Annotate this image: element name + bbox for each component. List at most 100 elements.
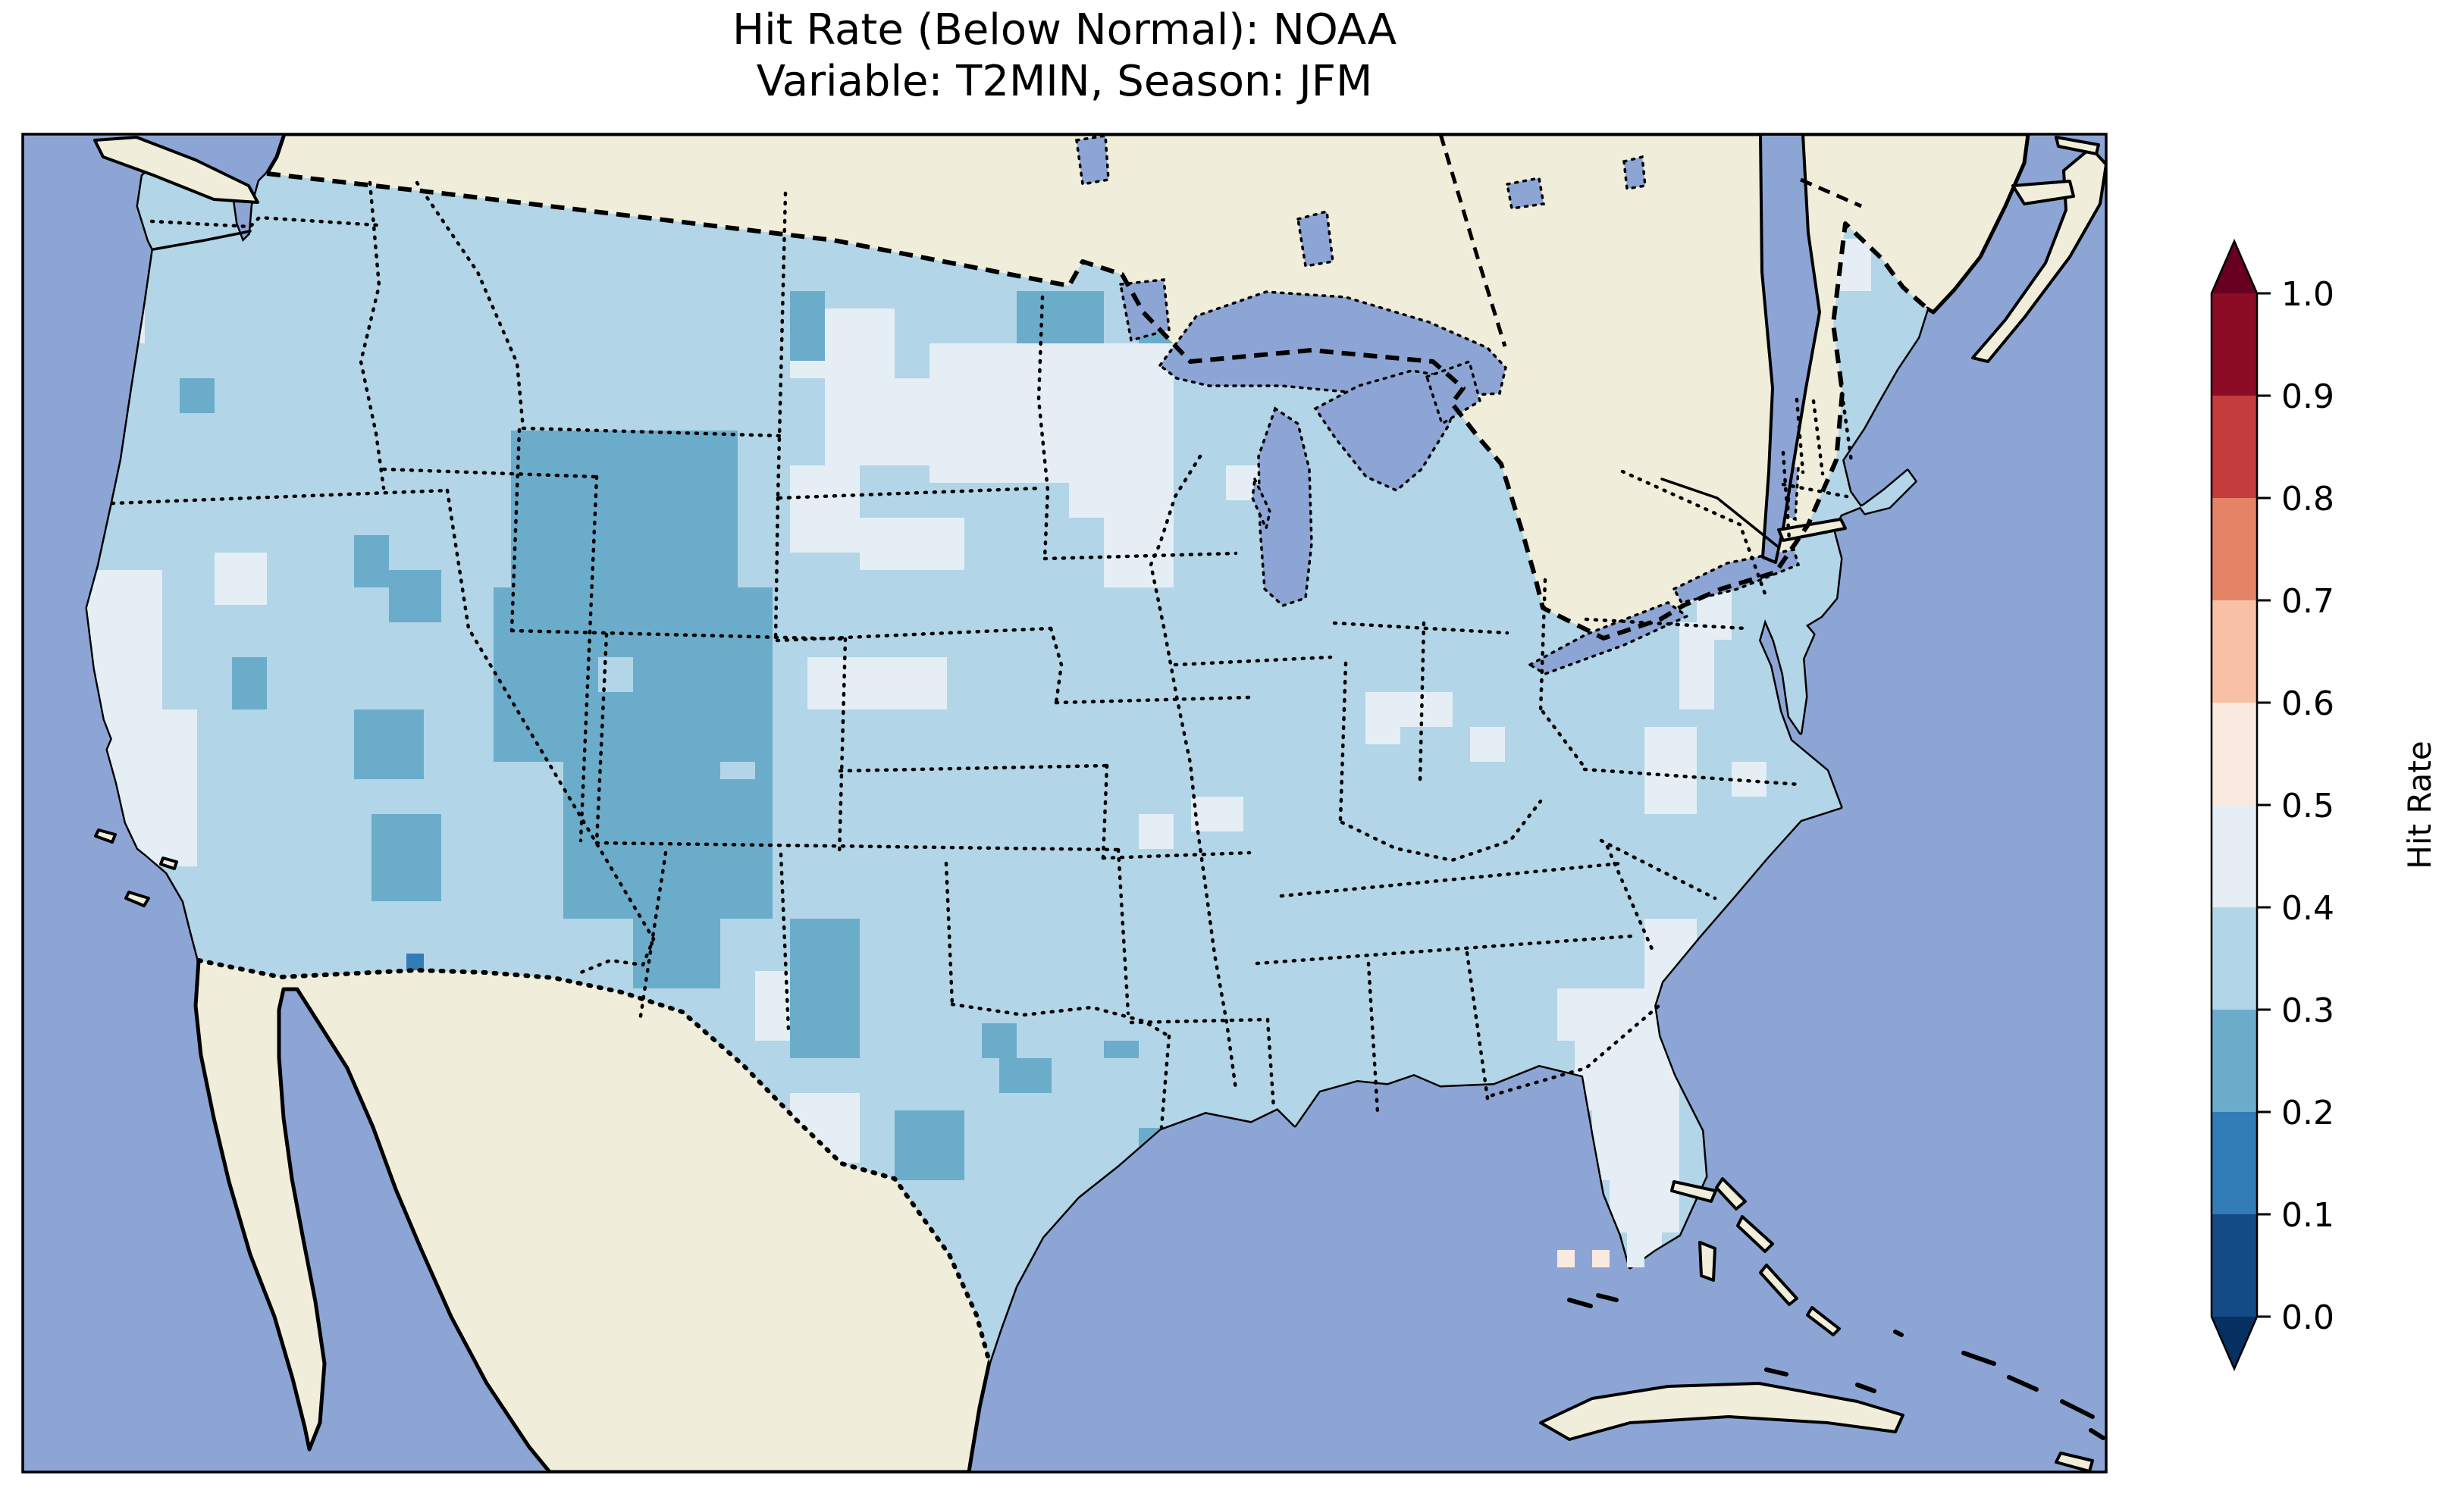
- cell-region-0.4-0.5: [1191, 797, 1243, 832]
- cell-region-0.2-0.3: [895, 1110, 964, 1180]
- cell-region-0.4-0.5: [215, 553, 267, 605]
- colorbar-bin-0.6-0.7: [2212, 600, 2257, 703]
- cell-region-0.4-0.5: [807, 657, 947, 709]
- vancouver-island: [93, 136, 259, 204]
- state-border-mississippi-river: [1149, 454, 1238, 1092]
- cell-region-0.4-0.5: [1069, 343, 1174, 518]
- colorbar: 1.0 0.9 0.8 0.7 0.6 0.5 0.4 0.3 0.2 0.1 0.0: [2210, 238, 2334, 1372]
- cell-region-0.2-0.3: [1017, 291, 1104, 343]
- state-border-nc-sc: [1599, 838, 1717, 900]
- florida-keys: [1567, 1293, 1619, 1308]
- canadian-lake: [1075, 134, 1110, 186]
- quebec-new-brunswick-border: [1799, 177, 1863, 208]
- cell-region-0.4-0.5: [929, 343, 1069, 483]
- lakes-layer: [152, 134, 1821, 675]
- nova-scotia: [1971, 146, 2106, 363]
- map-frame: [21, 133, 2108, 1474]
- state-border-wi-il: [1173, 655, 1333, 667]
- andros: [1698, 1241, 1716, 1282]
- cuban-cays: [1764, 1367, 1876, 1393]
- cell-region-0.2-0.3: [232, 657, 267, 709]
- lake-superior: [1158, 290, 1507, 397]
- state-border-ny-vt: [1795, 397, 1805, 475]
- state-border-id-west: [359, 180, 386, 490]
- channel-island: [94, 828, 117, 844]
- cell-0.5-0.6: [1557, 1250, 1575, 1267]
- cell-region-0.2-0.3: [790, 291, 825, 361]
- cell-region-0.4-0.5: [1679, 622, 1714, 709]
- channel-island: [124, 891, 150, 907]
- state-border-va-nc: [1582, 767, 1803, 787]
- state-border-la-ms: [1265, 1017, 1276, 1110]
- long-island: [1777, 518, 1847, 542]
- cell-region-0.4-0.5: [1139, 814, 1174, 849]
- canadian-lake: [1622, 155, 1647, 191]
- colorbar-tick-label: 0.8: [2281, 480, 2334, 518]
- grand-bahama: [1670, 1180, 1717, 1203]
- state-border-red-river: [950, 1002, 1171, 1038]
- islands-layer: [93, 136, 2106, 1472]
- cell-region-0.3-0.4: [598, 657, 633, 692]
- cell-region-0.1-0.2: [406, 954, 424, 971]
- state-border-or-ca: [110, 488, 450, 506]
- colorbar-bin-0.4-0.5: [2212, 805, 2257, 907]
- colorbar-tick-label: 0.5: [2281, 787, 2334, 825]
- green-bay: [1251, 474, 1271, 533]
- colorbar-bin-0.5-0.6: [2212, 703, 2257, 805]
- us-canada-border: [266, 171, 1929, 641]
- cell-region-0.4-0.5: [1104, 500, 1174, 587]
- state-border-id-s: [381, 467, 599, 479]
- state-border-mt-wy: [521, 426, 785, 438]
- colorbar-tick-label: 0.1: [2281, 1196, 2334, 1235]
- colorbar-tick-label: 1.0: [2281, 275, 2334, 314]
- state-border-co-ks: [837, 637, 848, 858]
- state-border-id-mt: [415, 180, 525, 431]
- cell-region-0.2-0.3: [180, 378, 215, 413]
- state-border-in-oh: [1418, 621, 1426, 785]
- state-border-mi-s: [1332, 621, 1509, 635]
- cell-region-0.2-0.3: [354, 709, 424, 779]
- state-border-ma-s: [1781, 482, 1849, 499]
- chart-title: Hit Rate (Below Normal): NOAA: [732, 5, 1397, 55]
- state-border-ar-ok: [1116, 847, 1130, 1016]
- cell-0.4-0.5: [1627, 1250, 1644, 1267]
- cell-region-0.2-0.3: [790, 919, 860, 1058]
- state-border-ct-ny: [1781, 450, 1792, 542]
- colorbar-tick-label: 0.7: [2281, 582, 2334, 621]
- colorbar-bin-0.3-0.4: [2212, 907, 2257, 1010]
- cell-region-0.2-0.3: [563, 762, 773, 919]
- chart-subtitle: Variable: T2MIN, Season: JFM: [757, 57, 1373, 106]
- bahama-cays: [1893, 1330, 2105, 1440]
- cell-region-0.2-0.3: [354, 535, 389, 587]
- colorbar-tick-label: 0.3: [2281, 991, 2334, 1030]
- ontario-quebec-border: [1438, 134, 1507, 347]
- cell-region-0.4-0.5: [87, 570, 162, 709]
- state-border-sd-ne: [775, 626, 1053, 643]
- cuba: [1539, 1382, 1904, 1441]
- eleuthera: [1736, 1215, 1774, 1253]
- state-border-ia-ne-river: [1049, 626, 1064, 705]
- cell-region-0.4-0.5: [790, 465, 860, 553]
- colorbar-axis-label: Hit Rate: [2401, 741, 2438, 869]
- state-border-wy-w: [509, 428, 522, 633]
- exuma-chain: [1759, 1264, 1798, 1306]
- cell-region-0.4-0.5: [1557, 988, 1662, 1041]
- cell-region-0.4-0.5: [1592, 1110, 1679, 1180]
- colorbar-bin-0.9-1: [2212, 293, 2257, 396]
- cell-region-0.2-0.3: [982, 1023, 1017, 1058]
- lake-huron: [1313, 369, 1459, 493]
- state-border-tx-panhandle: [944, 861, 955, 1007]
- cell-region-0.4-0.5: [1365, 692, 1400, 744]
- cell-region-0.4-0.5: [1470, 727, 1505, 762]
- cell-region-0.4-0.5: [1610, 1180, 1679, 1232]
- channel-island: [159, 857, 178, 870]
- state-border-mt-nd: [776, 191, 788, 500]
- cell-region-0.2-0.3: [511, 431, 738, 587]
- canadian-lake: [1505, 176, 1546, 210]
- cell-region-0.3-0.4: [720, 762, 755, 779]
- abaco: [1715, 1177, 1747, 1211]
- state-border-wy-co-n: [509, 628, 848, 641]
- state-border-nd-sd: [777, 486, 1045, 500]
- state-border-az-nm: [638, 850, 668, 1023]
